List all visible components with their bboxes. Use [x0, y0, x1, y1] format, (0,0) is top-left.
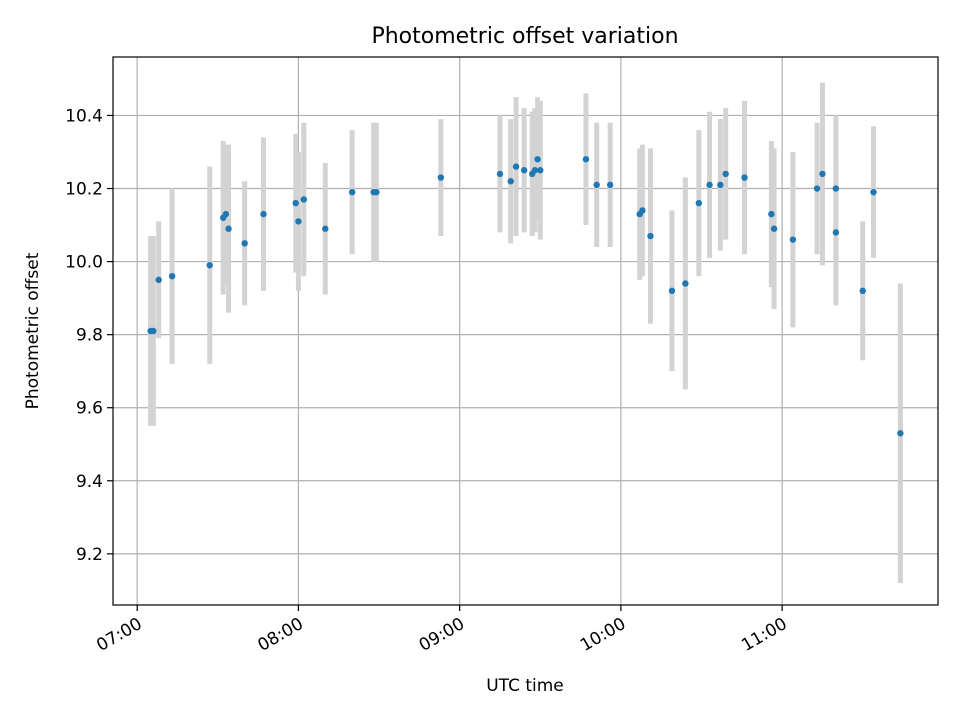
- data-point: [668, 287, 676, 295]
- y-tick-label: 10.2: [65, 180, 103, 200]
- data-point: [168, 273, 176, 280]
- data-point: [606, 181, 614, 189]
- x-tick-label: 09:00: [416, 614, 468, 656]
- data-point: [682, 280, 689, 287]
- data-point: [593, 181, 600, 189]
- data-point: [832, 229, 840, 236]
- data-point: [222, 210, 230, 218]
- x-tick-label: 11:00: [738, 614, 790, 656]
- data-point: [582, 156, 590, 163]
- data-point: [155, 276, 162, 284]
- data-point: [520, 167, 528, 174]
- y-axis-label: Photometric offset: [23, 252, 43, 409]
- data-point: [813, 185, 821, 192]
- data-point: [768, 210, 775, 218]
- data-point: [512, 163, 520, 170]
- error-bars: [148, 82, 903, 584]
- grid: [113, 57, 938, 605]
- data-point: [859, 287, 866, 295]
- x-tick-label: 08:00: [254, 614, 306, 656]
- data-point: [225, 225, 232, 232]
- y-tick-label: 9.4: [76, 472, 103, 492]
- data-point: [531, 167, 539, 174]
- y-tick-label: 10.4: [65, 106, 103, 126]
- data-point: [260, 210, 267, 218]
- data-point: [322, 225, 329, 232]
- plot-frame: [112, 56, 939, 606]
- data-point: [897, 430, 904, 437]
- data-point: [300, 196, 307, 203]
- data-point: [437, 174, 445, 181]
- data-point: [241, 240, 248, 247]
- data-point: [534, 156, 541, 163]
- data-point: [832, 185, 840, 192]
- data-point: [789, 236, 797, 243]
- data-point: [150, 327, 157, 335]
- data-point: [537, 167, 544, 174]
- data-point: [819, 170, 826, 178]
- data-point: [717, 181, 724, 189]
- data-point: [496, 170, 504, 178]
- data-point: [292, 199, 299, 207]
- y-tick-label: 9.2: [76, 545, 103, 565]
- y-tick-label: 9.8: [76, 326, 103, 346]
- data-point: [206, 262, 213, 269]
- x-tick-label: 07:00: [93, 614, 145, 656]
- data-point: [647, 232, 654, 240]
- data-point: [770, 225, 778, 232]
- data-point: [870, 188, 877, 196]
- data-point: [695, 199, 703, 207]
- x-tick-label: 10:00: [577, 614, 629, 656]
- data-point: [373, 188, 380, 196]
- data-point: [295, 218, 302, 225]
- data-point: [741, 174, 748, 181]
- data-points: [147, 156, 904, 437]
- x-axis-label: UTC time: [486, 676, 564, 696]
- y-tick-label: 9.6: [76, 399, 103, 419]
- data-point: [722, 170, 729, 178]
- chart-title: Photometric offset variation: [371, 24, 678, 49]
- data-point: [507, 178, 514, 185]
- data-point: [348, 188, 356, 196]
- y-tick-label: 10.0: [65, 253, 103, 273]
- data-point: [639, 207, 646, 214]
- data-point: [706, 181, 713, 189]
